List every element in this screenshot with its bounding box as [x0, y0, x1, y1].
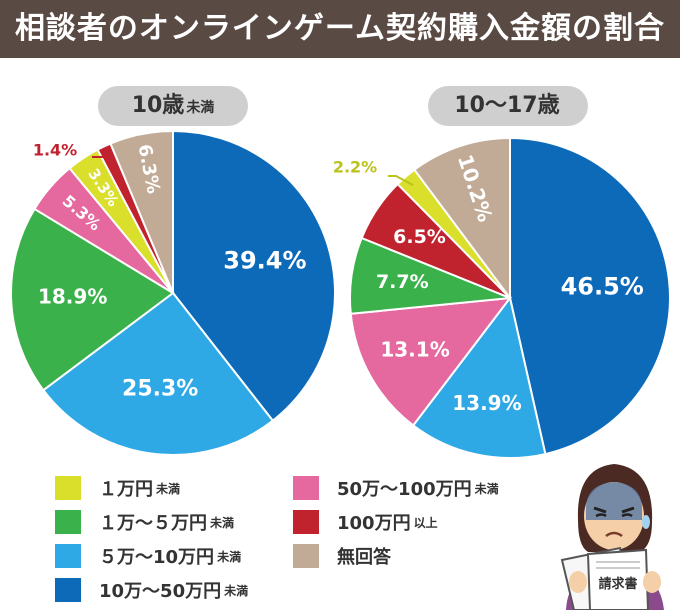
legend-suffix: 未満 [224, 583, 249, 598]
chart-1-title: 10歳 未満 [98, 86, 248, 126]
legend-label: １万～５万円 [99, 513, 207, 534]
legend-item-50k-100k: ５万～10万円 未満 [55, 544, 241, 568]
legend-suffix: 未満 [210, 515, 235, 530]
legend-item-500k-1m: 50万～100万円 未満 [293, 476, 499, 500]
chart-1-data-label-3: 18.9% [38, 284, 107, 308]
legend: １万円 未満 １万～５万円 未満 ５万～10万円 未満 10万～50万円 未満 50万～… [55, 476, 575, 606]
legend-swatch [55, 578, 81, 602]
chart-2-slice-7 [413, 136, 511, 302]
chart-1-title-suffix: 未満 [186, 100, 215, 116]
legend-item-under-10k: １万円 未満 [55, 476, 180, 500]
legend-swatch [293, 544, 319, 568]
chart-2-slice-3 [349, 296, 513, 427]
legend-swatch [55, 544, 81, 568]
chart-1-data-label-6: 1.4% [33, 141, 77, 160]
chart-2-data-label-6: 2.2% [333, 158, 377, 177]
legend-suffix: 未満 [217, 549, 242, 564]
legend-item-100k-500k: 10万～50万円 未満 [55, 578, 248, 602]
chart-1-data-label-2: 25.3% [122, 376, 198, 401]
chart-2-leader-line-6 [388, 175, 414, 186]
legend-label: 10万～50万円 [99, 581, 222, 602]
chart-1-slice-3 [10, 207, 175, 392]
legend-label: １万円 [99, 479, 153, 500]
chart-2-data-label-5: 6.5% [393, 226, 446, 248]
legend-swatch [293, 510, 319, 534]
legend-suffix: 未満 [156, 481, 181, 496]
legend-label: 50万～100万円 [337, 479, 472, 500]
legend-label: 無回答 [337, 547, 391, 568]
legend-swatch [293, 476, 319, 500]
worried-person-illustration: 請求書 [560, 464, 664, 610]
chart-title: 相談者のオンラインゲーム契約購入金額の割合 [0, 0, 680, 58]
legend-item-over-1m: 100万円 以上 [293, 510, 438, 534]
chart-1-slice-1 [172, 129, 336, 423]
chart-1-data-label-1: 39.4% [223, 246, 306, 274]
chart-2-title-main: 10～17歳 [454, 93, 560, 118]
legend-suffix: 未満 [474, 481, 499, 496]
chart-1-title-main: 10歳 [131, 93, 185, 118]
invoice-text: 請求書 [598, 576, 637, 592]
chart-2-slice-2 [411, 295, 547, 459]
legend-swatch [55, 476, 81, 500]
chart-2-slice-1 [509, 136, 671, 456]
legend-item-no-answer: 無回答 [293, 544, 391, 568]
legend-label: ５万～10万円 [99, 547, 215, 568]
legend-item-10k-50k: １万～５万円 未満 [55, 510, 234, 534]
chart-1-slice-7 [109, 129, 174, 294]
chart-2-data-label-3: 13.1% [380, 338, 449, 362]
legend-swatch [55, 510, 81, 534]
legend-suffix: 以上 [413, 515, 438, 530]
legend-label: 100万円 [337, 513, 411, 534]
pie-charts: 39.4%25.3%18.9%5.3%3.3%1.4% 6.3%46.5%13.9… [10, 129, 671, 459]
chart-2-data-label-1: 46.5% [561, 273, 644, 301]
chart-2-title: 10～17歳 [428, 86, 588, 126]
chart-1-slice-2 [41, 291, 275, 456]
chart-2-data-label-4: 7.7% [376, 271, 429, 293]
chart-2-data-label-2: 13.9% [452, 391, 521, 415]
